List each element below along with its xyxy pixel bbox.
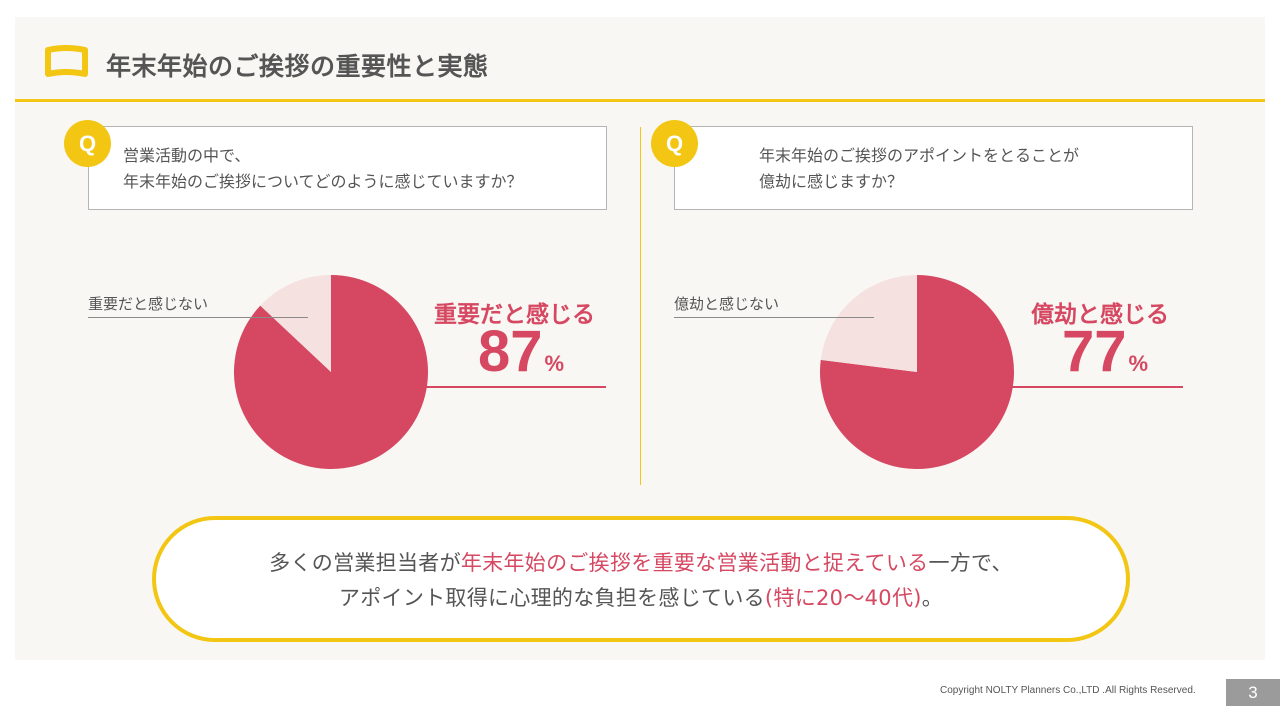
book-icon bbox=[45, 45, 88, 77]
major-value-unit: % bbox=[1128, 351, 1149, 376]
major-slice-value: 87% bbox=[478, 323, 564, 393]
question-badge-right: Q bbox=[651, 120, 698, 167]
pie-slice-minor bbox=[260, 275, 331, 372]
summary-highlight: 年末年始のご挨拶を重要な営業活動と捉えている bbox=[460, 551, 929, 575]
major-label-leader-line bbox=[1012, 386, 1183, 388]
question-line: 億劫に感じますか？ bbox=[759, 172, 904, 191]
minor-label-leader-line bbox=[88, 317, 308, 318]
major-value-number: 77 bbox=[1062, 319, 1127, 384]
major-value-unit: % bbox=[544, 351, 565, 376]
question-text-left: 営業活動の中で、 年末年始のご挨拶についてどのように感じていますか？ bbox=[123, 143, 523, 195]
question-box-right: 年末年始のご挨拶のアポイントをとることが 億劫に感じますか？ bbox=[674, 126, 1193, 210]
page-number: 3 bbox=[1226, 679, 1280, 706]
major-slice-value: 77% bbox=[1062, 323, 1148, 393]
summary-text: 。 bbox=[921, 586, 944, 610]
major-value-number: 87 bbox=[478, 319, 543, 384]
page-title: 年末年始のご挨拶の重要性と実態 bbox=[106, 52, 489, 81]
pie-slice-major bbox=[234, 275, 429, 469]
summary-box: 多くの営業担当者が年末年始のご挨拶を重要な営業活動と捉えている一方で、 アポイン… bbox=[152, 516, 1130, 642]
center-divider bbox=[640, 127, 641, 485]
copyright-notice: Copyright NOLTY Planners Co.,LTD .All Ri… bbox=[940, 685, 1196, 696]
question-line: 営業活動の中で、 bbox=[123, 146, 251, 165]
summary-line-2: アポイント取得に心理的な負担を感じている(特に20～40代)。 bbox=[156, 582, 1126, 612]
summary-text: アポイント取得に心理的な負担を感じている bbox=[338, 586, 765, 610]
summary-highlight: (特に20～40代) bbox=[764, 586, 922, 610]
summary-text: 一方で、 bbox=[928, 551, 1013, 575]
question-box-left: 営業活動の中で、 年末年始のご挨拶についてどのように感じていますか？ bbox=[88, 126, 607, 210]
pie-chart-importance bbox=[234, 275, 429, 469]
question-line: 年末年始のご挨拶についてどのように感じていますか？ bbox=[123, 172, 523, 191]
question-badge-left: Q bbox=[64, 120, 111, 167]
minor-slice-label: 重要だと感じない bbox=[88, 295, 209, 313]
major-label-leader-line bbox=[426, 386, 606, 388]
summary-line-1: 多くの営業担当者が年末年始のご挨拶を重要な営業活動と捉えている一方で、 bbox=[156, 547, 1126, 577]
pie-slice-minor bbox=[820, 275, 917, 372]
major-slice-label: 重要だと感じる bbox=[434, 302, 595, 328]
header-divider bbox=[15, 99, 1265, 102]
question-line: 年末年始のご挨拶のアポイントをとることが bbox=[759, 146, 1080, 165]
question-text-right: 年末年始のご挨拶のアポイントをとることが 億劫に感じますか？ bbox=[759, 143, 1079, 195]
pie-chart-reluctance bbox=[819, 275, 1014, 469]
pie-slice-major bbox=[819, 275, 1014, 469]
minor-label-leader-line bbox=[674, 317, 874, 318]
minor-slice-label: 億劫と感じない bbox=[674, 295, 780, 313]
summary-text: 多くの営業担当者が bbox=[269, 551, 461, 575]
major-slice-label: 億劫と感じる bbox=[1031, 302, 1169, 328]
